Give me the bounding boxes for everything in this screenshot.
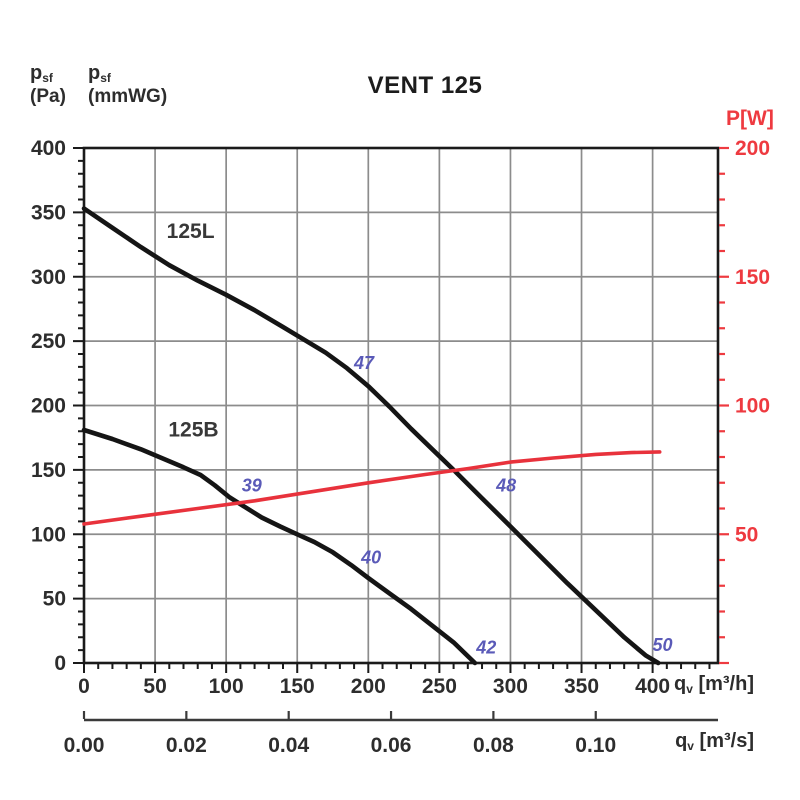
x-axis-tick-label: 400 [635,675,670,698]
right-axis-tick-label: 150 [735,266,770,289]
x-axis-tick-label: 300 [493,675,528,698]
curve-125L [81,206,661,666]
right-axis-tick-label: 50 [735,523,758,546]
y-axis-tick-label: 50 [43,588,66,611]
noise-label-40: 40 [360,547,381,567]
y-axis-tick-label: 200 [31,395,66,418]
y-axis-tick-label: 150 [31,459,66,482]
y-axis-tick-label: 0 [54,652,66,675]
pressure-unit-pa: (Pa) [30,86,66,108]
x2-axis-tick-label: 0.10 [575,734,616,757]
x-axis-tick-label: 50 [143,675,166,698]
curve-Power [82,450,662,526]
y-axis-tick-label: 400 [31,137,66,160]
noise-label-47: 47 [353,353,375,373]
x-axis-tick-label: 150 [280,675,315,698]
noise-label-39: 39 [242,475,262,495]
y-axis-tick-label: 100 [31,523,66,546]
left-axis-title-mmwg: psf (mmWG) [88,62,167,108]
series-label-125L: 125L [167,220,215,243]
x2-axis-tick-label: 0.08 [473,734,514,757]
x2-axis-unit-label: qv [m³/s] [675,730,754,753]
noise-label-50: 50 [653,635,673,655]
pressure-symbol-2: psf [88,62,111,85]
x2-axis-tick-label: 0.04 [268,734,309,757]
noise-label-48: 48 [495,475,516,495]
x2-axis-tick-label: 0.06 [371,734,412,757]
x-axis-tick-label: 250 [422,675,457,698]
pressure-symbol: psf [30,62,53,85]
page-title: VENT 125 [367,72,483,99]
series-label-125B: 125B [168,418,218,441]
curve-125B [81,427,478,666]
x2-axis-tick-label: 0.02 [166,734,207,757]
x-axis-unit-label: qv [m³/h] [673,673,754,696]
x-axis-tick-label: 100 [209,675,244,698]
x-axis-tick-label: 200 [351,675,386,698]
right-axis-tick-label: 100 [735,395,770,418]
x2-axis-tick-label: 0.00 [64,734,105,757]
pressure-unit-mmwg: (mmWG) [88,86,168,108]
x-axis-tick-label: 0 [78,675,90,698]
y-axis-tick-label: 350 [31,201,66,224]
right-axis-title: P[W] [726,107,774,130]
y-axis-tick-label: 300 [31,266,66,289]
left-axis-title-pa: psf (Pa) [30,62,66,108]
plot-border [82,146,720,665]
y-axis-tick-label: 250 [31,330,66,353]
right-axis-tick-label: 200 [735,137,770,160]
noise-label-42: 42 [475,638,496,658]
x-axis-tick-label: 350 [564,675,599,698]
